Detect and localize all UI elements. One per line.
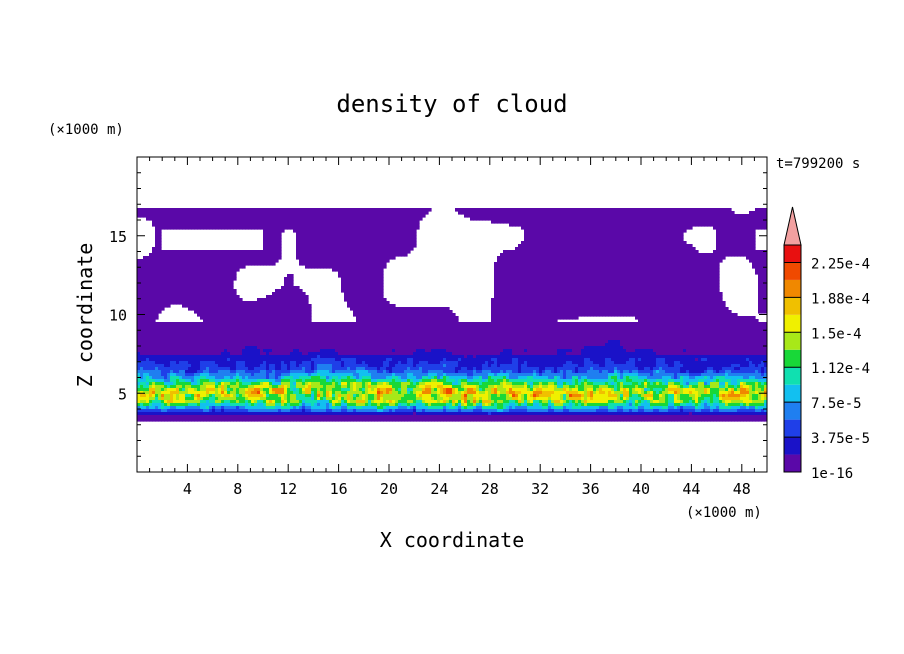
x-axis-unit: (×1000 m) [686,505,762,521]
x-axis-label: X coordinate [380,528,525,552]
colorbar-segment [784,384,801,403]
colorbar-segment [784,437,801,455]
colorbar-label: 1.88e-4 [811,291,870,307]
x-tick-label: 12 [279,480,297,498]
x-tick-label: 28 [481,480,499,498]
colorbar-label: 1.12e-4 [811,361,870,377]
density-field [137,208,767,422]
x-tick-label: 44 [682,480,700,498]
colorbar-segment [784,367,801,385]
chart-title: density of cloud [336,90,567,118]
colorbar-segment [784,297,801,315]
x-tick-label: 16 [330,480,348,498]
y-axis: 5 10 15 [109,172,767,457]
x-tick-label: 4 [183,480,192,498]
colorbar: 1e-16 3.75e-5 7.5e-5 1.12e-4 1.5e-4 1.88e-4 2.… [783,206,870,482]
colorbar-segment [784,332,801,350]
colorbar-segment [784,454,801,472]
y-tick-label: 10 [109,307,127,325]
y-tick-label: 5 [118,385,127,403]
x-tick-label: 36 [582,480,600,498]
colorbar-label: 2.25e-4 [811,256,870,272]
y-axis-label: Z coordinate [73,243,97,388]
colorbar-segment [784,314,801,333]
colorbar-segment [784,262,801,280]
colorbar-label: 3.75e-5 [811,431,870,447]
x-axis: 4 8 12 16 20 24 28 32 36 40 44 48 [149,157,755,498]
x-tick-label: 24 [430,480,448,498]
colorbar-segment [784,419,801,438]
colorbar-label: 7.5e-5 [811,396,862,412]
x-tick-label: 48 [733,480,751,498]
y-tick-label: 15 [109,228,127,246]
colorbar-extend-arrow [783,206,802,246]
density-cells [137,208,767,422]
colorbar-segment [784,402,801,420]
x-tick-label: 32 [531,480,549,498]
colorbar-segment [784,245,801,263]
colorbar-segment [784,279,801,298]
x-tick-label: 20 [380,480,398,498]
colorbar-label: 1.5e-4 [811,326,862,342]
time-label: t=799200 s [776,156,860,172]
x-tick-label: 8 [233,480,242,498]
x-tick-label: 40 [632,480,650,498]
colorbar-segment [784,349,801,368]
colorbar-label: 1e-16 [811,466,853,482]
y-axis-unit: (×1000 m) [48,122,124,138]
